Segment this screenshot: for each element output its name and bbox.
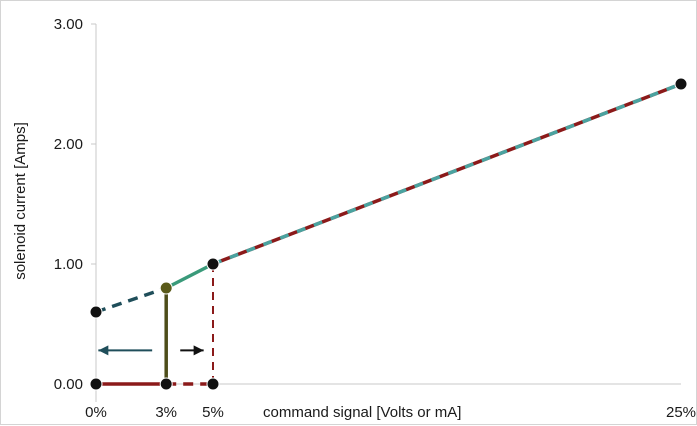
series-line-overlay (212, 82, 682, 266)
series-line (95, 286, 167, 314)
data-point (89, 305, 103, 319)
points-group (89, 77, 688, 391)
data-point (159, 281, 173, 295)
arrow-head (98, 345, 109, 356)
axes (95, 24, 681, 402)
y-tick-label: 3.00 (54, 16, 83, 33)
arrow-head (193, 345, 204, 356)
data-point (89, 377, 103, 391)
y-tick-label: 1.00 (54, 256, 83, 273)
x-tick-label: 0% (85, 404, 107, 421)
x-tick-label: 25% (666, 404, 696, 421)
data-point (159, 377, 173, 391)
x-tick-label: 3% (155, 404, 177, 421)
x-axis-title: command signal [Volts or mA] (263, 404, 461, 421)
data-point (206, 377, 220, 391)
x-tick-label: 5% (202, 404, 224, 421)
x-ticks: 0% 3% 5% 25% (85, 404, 696, 421)
y-tick-label: 2.00 (54, 136, 83, 153)
arrows-group (98, 345, 204, 356)
data-point (674, 77, 688, 91)
series-line (165, 262, 214, 290)
data-point (206, 257, 220, 271)
y-tick-label: 0.00 (54, 376, 83, 393)
vertical-markers (164, 264, 214, 384)
y-ticks: 0.00 1.00 2.00 3.00 (54, 16, 96, 393)
y-axis-title: solenoid current [Amps] (12, 122, 29, 280)
series-group (95, 82, 682, 386)
